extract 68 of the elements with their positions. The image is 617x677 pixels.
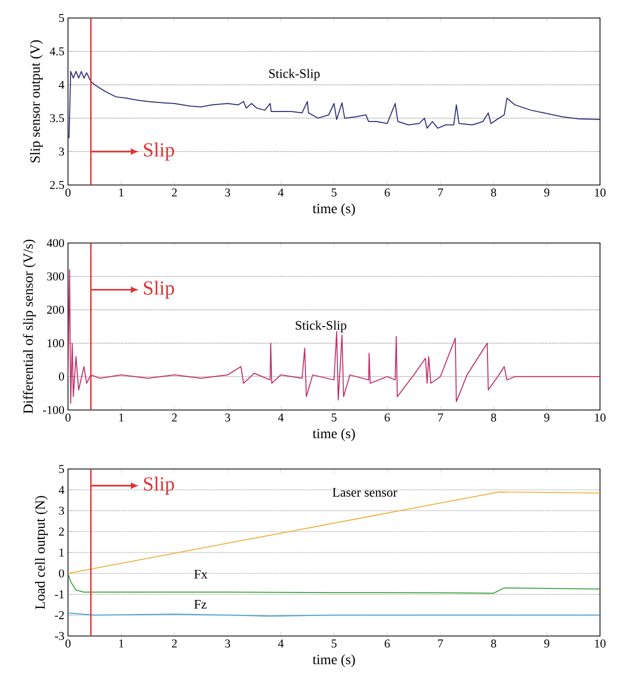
y-tick-label: -2 [54,611,64,620]
annotation: Stick-Slip [269,68,320,81]
x-axis-title: time (s) [312,203,355,216]
x-tick-label: 0 [65,414,71,422]
y-tick-label: 200 [47,306,64,314]
x-tick-label: 1 [119,640,124,648]
ref-line-label: Slip [144,476,174,495]
y-axis-title: Differential of slip sensor (V/s) [22,240,36,414]
x-axis-title: time (s) [312,654,355,668]
x-tick-label: 5 [332,414,337,422]
x-tick-label: 3 [225,188,230,197]
y-axis-title: Slip sensor output (V) [30,40,43,162]
x-tick-label: 2 [172,414,177,422]
series-label: Fx [194,570,208,578]
x-tick-label: 4 [278,414,284,422]
x-tick-label: 6 [384,188,390,197]
series-label: Fz [194,600,206,609]
x-tick-label: 7 [438,414,444,422]
y-tick-label: 4.5 [50,47,64,56]
x-tick-label: 1 [119,188,124,196]
y-tick-label: -3 [54,632,64,640]
y-tick-label: 4 [58,486,64,494]
x-tick-label: 5 [332,640,337,648]
x-tick-label: 6 [384,640,390,648]
x-tick-label: 9 [544,188,550,197]
x-tick-label: 0 [65,640,71,648]
y-tick-label: 2 [59,528,64,536]
x-tick-label: 0 [65,188,71,197]
x-tick-label: 7 [438,640,444,648]
x-tick-label: 7 [438,188,444,196]
x-tick-label: 2 [172,188,177,196]
x-tick-label: 6 [384,414,390,422]
x-axis-title: time (s) [312,428,355,442]
y-axis-title: Load cell output (N) [35,496,48,610]
ref-line-label: Slip [144,142,174,161]
x-tick-label: 1 [119,414,124,422]
x-tick-label: 10 [595,640,606,648]
y-tick-label: 3 [59,148,64,156]
annotation: Stick-Slip [296,320,346,332]
x-tick-label: 3 [225,640,230,648]
y-tick-label: 2.5 [50,180,64,190]
x-tick-label: 5 [332,188,337,196]
x-tick-label: 4 [278,640,284,648]
y-tick-label: 0 [58,372,64,381]
x-tick-label: 10 [595,188,606,197]
x-tick-label: 8 [491,188,496,197]
y-tick-label: 4 [58,80,64,89]
x-tick-label: 8 [491,640,496,648]
x-tick-label: 2 [172,640,177,648]
y-tick-label: 3 [59,506,64,515]
y-tick-label: 3.5 [50,114,64,122]
x-tick-label: 9 [544,640,550,648]
y-tick-label: 400 [46,238,64,248]
series-label: Laser sensor [332,488,398,497]
x-tick-label: 8 [491,414,496,422]
y-tick-label: -100 [43,406,64,414]
y-tick-label: 5 [59,465,64,473]
x-tick-label: 4 [278,188,284,196]
ref-line-label: Slip [144,280,174,299]
y-tick-label: -1 [54,590,64,598]
x-tick-label: 9 [544,414,550,422]
y-tick-label: 0 [58,569,64,578]
y-tick-label: 5 [59,14,64,22]
y-tick-label: 1 [60,548,64,556]
y-tick-label: 100 [48,339,64,348]
x-tick-label: 10 [595,414,606,422]
y-tick-label: 300 [47,272,64,280]
x-tick-label: 3 [225,414,230,422]
